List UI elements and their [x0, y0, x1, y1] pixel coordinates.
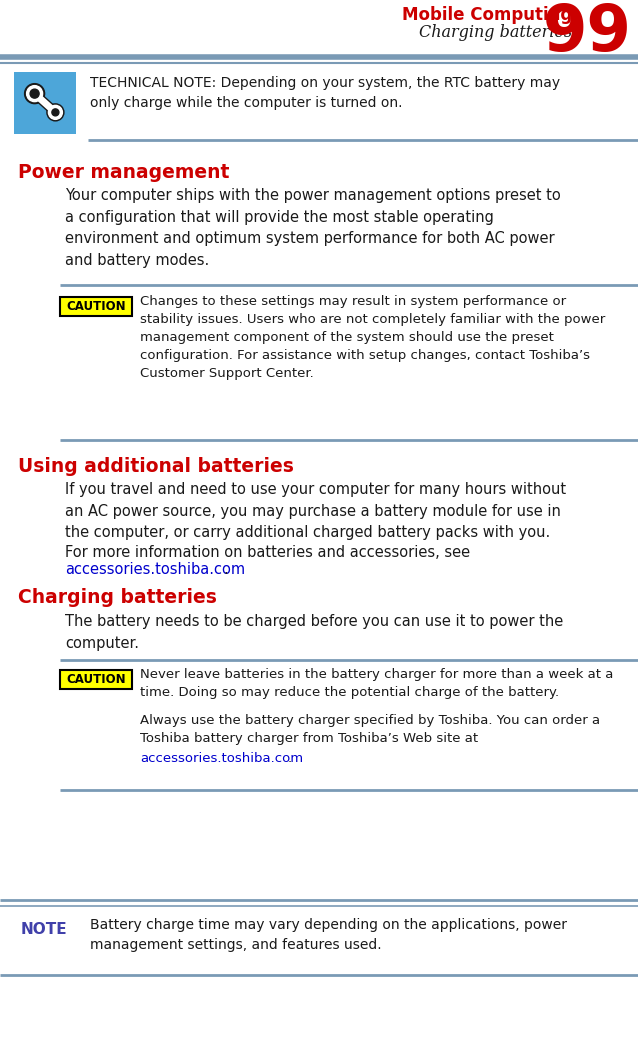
- Text: Your computer ships with the power management options preset to
a configuration : Your computer ships with the power manag…: [65, 188, 561, 268]
- Text: Changes to these settings may result in system performance or
stability issues. : Changes to these settings may result in …: [140, 295, 605, 380]
- Circle shape: [25, 84, 45, 104]
- Text: Using additional batteries: Using additional batteries: [18, 457, 294, 476]
- Text: .: .: [288, 752, 292, 765]
- Text: Never leave batteries in the battery charger for more than a week at a
time. Doi: Never leave batteries in the battery cha…: [140, 668, 613, 699]
- Text: If you travel and need to use your computer for many hours without
an AC power s: If you travel and need to use your compu…: [65, 482, 566, 540]
- Text: Mobile Computing: Mobile Computing: [402, 6, 572, 24]
- Circle shape: [47, 104, 64, 121]
- Text: accessories.toshiba.com: accessories.toshiba.com: [140, 752, 303, 765]
- FancyBboxPatch shape: [14, 72, 76, 134]
- Text: CAUTION: CAUTION: [66, 300, 126, 313]
- FancyBboxPatch shape: [60, 297, 132, 316]
- Text: For more information on batteries and accessories, see: For more information on batteries and ac…: [65, 545, 470, 560]
- Text: NOTE: NOTE: [20, 923, 68, 938]
- Text: .: .: [223, 562, 228, 578]
- Circle shape: [27, 86, 43, 102]
- Text: Power management: Power management: [18, 163, 230, 182]
- Circle shape: [48, 105, 63, 120]
- Text: TECHNICAL NOTE: Depending on your system, the RTC battery may
only charge while : TECHNICAL NOTE: Depending on your system…: [90, 76, 560, 109]
- Text: Charging batteries: Charging batteries: [419, 24, 572, 41]
- Text: Charging batteries: Charging batteries: [18, 588, 217, 607]
- Text: The battery needs to be charged before you can use it to power the
computer.: The battery needs to be charged before y…: [65, 614, 563, 651]
- Text: accessories.toshiba.com: accessories.toshiba.com: [65, 562, 245, 578]
- Text: Always use the battery charger specified by Toshiba. You can order a
Toshiba bat: Always use the battery charger specified…: [140, 714, 600, 745]
- Circle shape: [52, 109, 59, 116]
- Text: 99: 99: [543, 2, 632, 64]
- Text: CAUTION: CAUTION: [66, 673, 126, 686]
- Circle shape: [30, 89, 39, 98]
- FancyBboxPatch shape: [60, 670, 132, 689]
- Text: Battery charge time may vary depending on the applications, power
management set: Battery charge time may vary depending o…: [90, 918, 567, 952]
